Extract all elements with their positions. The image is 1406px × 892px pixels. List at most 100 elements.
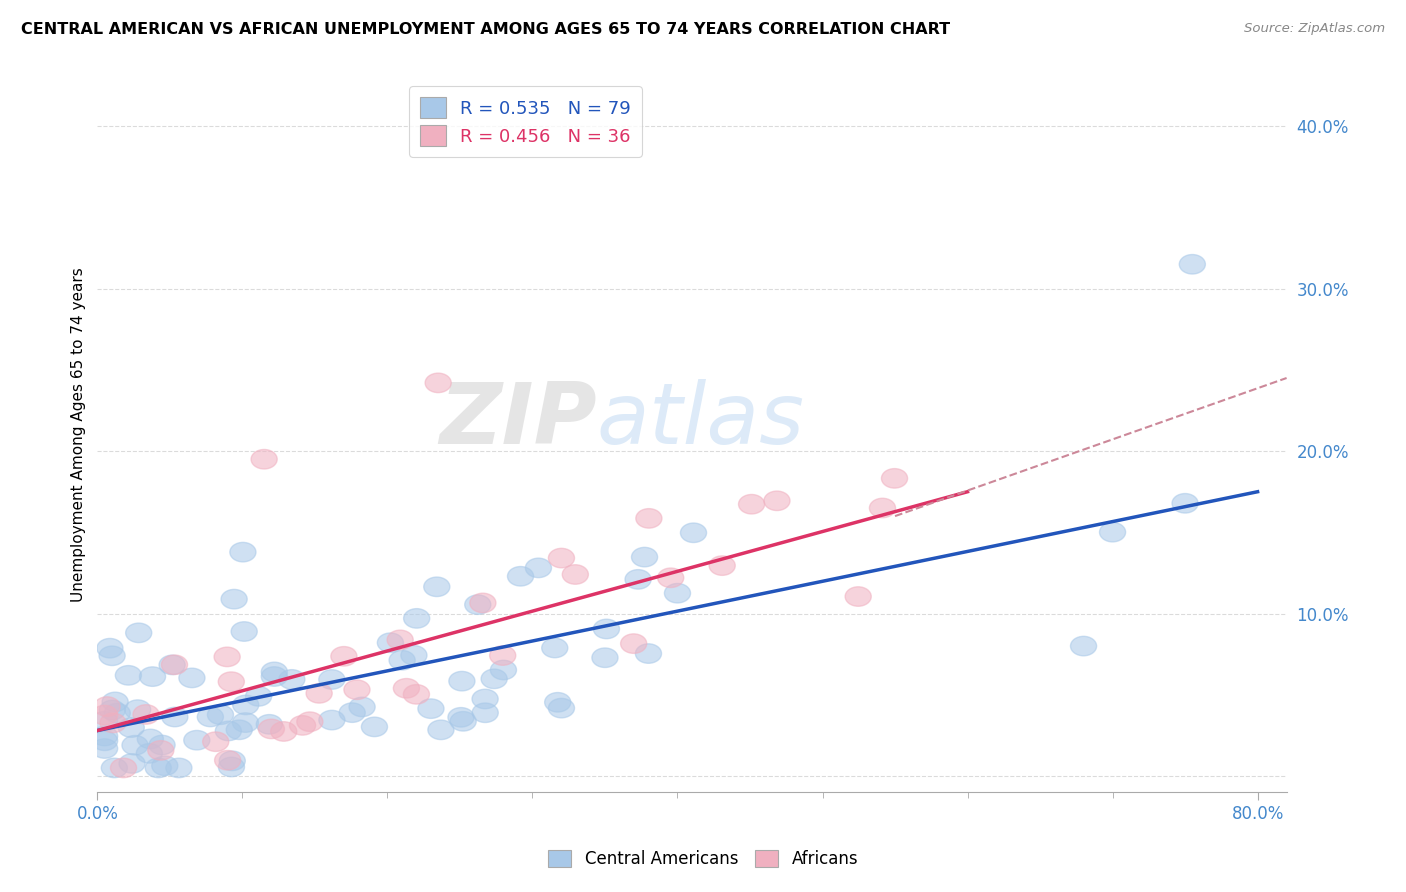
Ellipse shape xyxy=(148,740,174,760)
Y-axis label: Unemployment Among Ages 65 to 74 years: Unemployment Among Ages 65 to 74 years xyxy=(72,268,86,602)
Ellipse shape xyxy=(91,739,118,758)
Ellipse shape xyxy=(179,668,205,688)
Ellipse shape xyxy=(344,680,370,699)
Ellipse shape xyxy=(404,608,430,628)
Ellipse shape xyxy=(231,622,257,641)
Text: Source: ZipAtlas.com: Source: ZipAtlas.com xyxy=(1244,22,1385,36)
Ellipse shape xyxy=(319,710,344,730)
Ellipse shape xyxy=(214,647,240,666)
Ellipse shape xyxy=(319,670,344,690)
Ellipse shape xyxy=(145,758,172,778)
Ellipse shape xyxy=(562,565,588,584)
Ellipse shape xyxy=(470,593,496,613)
Ellipse shape xyxy=(418,699,444,718)
Ellipse shape xyxy=(246,687,271,706)
Ellipse shape xyxy=(427,720,454,739)
Ellipse shape xyxy=(544,692,571,712)
Ellipse shape xyxy=(159,655,186,674)
Ellipse shape xyxy=(681,523,707,542)
Ellipse shape xyxy=(658,568,683,588)
Text: ZIP: ZIP xyxy=(439,379,596,462)
Ellipse shape xyxy=(423,577,450,597)
Ellipse shape xyxy=(219,751,245,771)
Ellipse shape xyxy=(152,756,177,775)
Ellipse shape xyxy=(665,583,690,603)
Ellipse shape xyxy=(882,468,908,488)
Ellipse shape xyxy=(449,707,474,727)
Ellipse shape xyxy=(134,705,159,724)
Ellipse shape xyxy=(845,587,872,607)
Ellipse shape xyxy=(548,698,575,718)
Ellipse shape xyxy=(91,706,118,725)
Ellipse shape xyxy=(104,704,131,723)
Ellipse shape xyxy=(526,558,551,578)
Ellipse shape xyxy=(136,744,162,763)
Ellipse shape xyxy=(118,718,145,738)
Ellipse shape xyxy=(100,713,127,732)
Ellipse shape xyxy=(620,634,647,653)
Ellipse shape xyxy=(97,639,122,658)
Ellipse shape xyxy=(232,713,259,732)
Ellipse shape xyxy=(307,683,332,703)
Ellipse shape xyxy=(389,650,415,670)
Ellipse shape xyxy=(184,731,209,750)
Ellipse shape xyxy=(491,660,516,680)
Ellipse shape xyxy=(636,508,662,528)
Ellipse shape xyxy=(709,556,735,575)
Ellipse shape xyxy=(387,630,413,649)
Ellipse shape xyxy=(449,672,475,691)
Ellipse shape xyxy=(103,692,128,712)
Ellipse shape xyxy=(226,720,252,739)
Ellipse shape xyxy=(869,499,896,517)
Ellipse shape xyxy=(1173,493,1198,513)
Ellipse shape xyxy=(404,684,429,704)
Ellipse shape xyxy=(738,494,765,514)
Ellipse shape xyxy=(91,712,118,731)
Ellipse shape xyxy=(592,648,619,667)
Text: atlas: atlas xyxy=(596,379,804,462)
Ellipse shape xyxy=(229,542,256,562)
Ellipse shape xyxy=(197,707,224,727)
Ellipse shape xyxy=(636,644,661,664)
Ellipse shape xyxy=(101,758,128,778)
Ellipse shape xyxy=(262,666,287,686)
Ellipse shape xyxy=(1180,254,1205,274)
Legend: R = 0.535   N = 79, R = 0.456   N = 36: R = 0.535 N = 79, R = 0.456 N = 36 xyxy=(409,87,641,157)
Ellipse shape xyxy=(115,665,142,685)
Ellipse shape xyxy=(394,679,419,698)
Ellipse shape xyxy=(252,450,277,469)
Ellipse shape xyxy=(401,646,427,665)
Ellipse shape xyxy=(208,705,233,724)
Ellipse shape xyxy=(481,669,508,689)
Ellipse shape xyxy=(262,662,287,681)
Ellipse shape xyxy=(472,690,498,709)
Ellipse shape xyxy=(450,712,477,731)
Text: CENTRAL AMERICAN VS AFRICAN UNEMPLOYMENT AMONG AGES 65 TO 74 YEARS CORRELATION C: CENTRAL AMERICAN VS AFRICAN UNEMPLOYMENT… xyxy=(21,22,950,37)
Ellipse shape xyxy=(91,726,118,746)
Ellipse shape xyxy=(100,700,125,720)
Ellipse shape xyxy=(218,757,245,777)
Ellipse shape xyxy=(763,491,790,510)
Ellipse shape xyxy=(508,566,534,586)
Ellipse shape xyxy=(278,670,305,690)
Ellipse shape xyxy=(221,590,247,609)
Ellipse shape xyxy=(271,722,297,741)
Ellipse shape xyxy=(120,754,145,773)
Ellipse shape xyxy=(361,717,388,737)
Ellipse shape xyxy=(125,624,152,642)
Ellipse shape xyxy=(256,714,283,734)
Ellipse shape xyxy=(465,595,491,615)
Ellipse shape xyxy=(330,647,357,666)
Ellipse shape xyxy=(98,646,125,665)
Ellipse shape xyxy=(349,698,375,716)
Ellipse shape xyxy=(377,633,404,652)
Ellipse shape xyxy=(425,373,451,392)
Ellipse shape xyxy=(339,703,366,723)
Ellipse shape xyxy=(162,655,187,674)
Ellipse shape xyxy=(631,548,658,566)
Ellipse shape xyxy=(1099,523,1126,542)
Ellipse shape xyxy=(232,695,259,714)
Ellipse shape xyxy=(218,672,245,691)
Ellipse shape xyxy=(297,712,323,731)
Ellipse shape xyxy=(541,639,568,657)
